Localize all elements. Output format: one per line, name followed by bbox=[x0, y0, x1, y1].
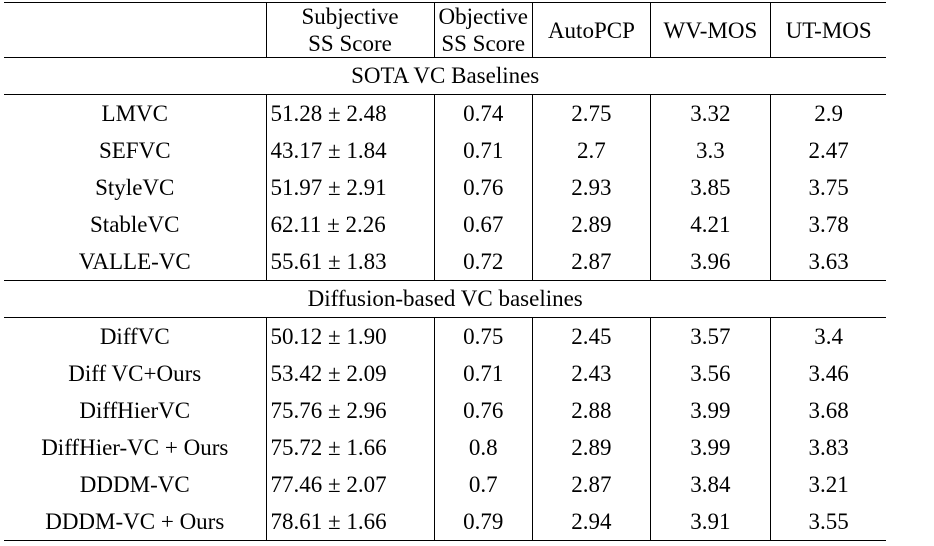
cell-utmos: 3.83 bbox=[808, 434, 849, 460]
cell-autopcp: 2.88 bbox=[532, 392, 651, 430]
cell-model: SEFVC bbox=[4, 132, 267, 170]
cell-model: DiffHier-VC + Ours bbox=[4, 429, 267, 467]
cell-model: DiffVC bbox=[4, 317, 267, 356]
cell-utmos: 3.55 bbox=[770, 503, 887, 542]
header-objective-ss: Objective SS Score bbox=[434, 1, 533, 58]
header-subjective-line2: SS Score bbox=[308, 31, 392, 57]
table-body: SOTA VC Baselines LMVC 51.28 ± 2.48 0.74 2.7… bbox=[4, 57, 887, 542]
table-row: StyleVC 51.97 ± 2.91 0.76 2.93 3.85 3.75 bbox=[4, 169, 886, 207]
cell-model: LMVC bbox=[4, 94, 267, 133]
cell-wvmos: 3.84 bbox=[650, 466, 771, 504]
cell-model: StyleVC bbox=[4, 169, 267, 207]
cell-objective: 0.67 bbox=[434, 206, 533, 244]
cell-wvmos: 4.21 bbox=[650, 206, 771, 244]
cell-objective: 0.8 bbox=[434, 429, 533, 467]
cell-objective: 0.79 bbox=[434, 503, 533, 542]
cell-objective: 0.75 bbox=[434, 317, 533, 356]
header-objective-line2: SS Score bbox=[441, 31, 526, 57]
cell-subjective: 75.72 ± 1.66 bbox=[266, 429, 435, 467]
cell-model: StableVC bbox=[4, 206, 267, 244]
table-row: VALLE-VC 55.61 ± 1.83 0.72 2.87 3.96 3.63 bbox=[4, 243, 886, 281]
section-title: Diffusion-based VC baselines bbox=[4, 280, 887, 318]
cell-subjective: 62.11 ± 2.26 bbox=[266, 206, 435, 244]
cell-wvmos: 3.56 bbox=[650, 355, 771, 393]
header-objective-line1: Objective bbox=[438, 4, 528, 29]
cell-wvmos: 3.57 bbox=[650, 317, 771, 356]
section-row: Diffusion-based VC baselines bbox=[4, 280, 887, 318]
cell-utmos: 3.21 bbox=[808, 471, 849, 497]
cell-subjective: 53.42 ± 2.09 bbox=[266, 355, 435, 393]
cell-model: DiffHierVC bbox=[4, 392, 267, 430]
cell-objective: 0.71 bbox=[434, 355, 533, 393]
cell-wvmos: 3.85 bbox=[650, 169, 771, 207]
cell-utmos: 3.68 bbox=[808, 397, 849, 423]
cell-utmos: 2.47 bbox=[808, 137, 849, 163]
cell-autopcp: 2.93 bbox=[532, 169, 651, 207]
header-model bbox=[4, 1, 267, 58]
cell-autopcp: 2.75 bbox=[532, 94, 651, 133]
cell-subjective: 43.17 ± 1.84 bbox=[266, 132, 435, 170]
cell-objective: 0.7 bbox=[434, 466, 533, 504]
cell-utmos: 3.46 bbox=[808, 360, 849, 386]
table-row: LMVC 51.28 ± 2.48 0.74 2.75 3.32 2.9 bbox=[4, 94, 887, 133]
cell-wvmos: 3.96 bbox=[650, 243, 771, 281]
cell-autopcp: 2.45 bbox=[532, 317, 651, 356]
table-row: DiffHier-VC + Ours 75.72 ± 1.66 0.8 2.89 3.9… bbox=[4, 429, 886, 467]
cell-wvmos: 3.99 bbox=[650, 392, 771, 430]
cell-subjective: 55.61 ± 1.83 bbox=[266, 243, 435, 281]
cell-model: Diff VC+Ours bbox=[4, 355, 267, 393]
cell-wvmos: 3.32 bbox=[650, 94, 771, 133]
cell-subjective: 50.12 ± 1.90 bbox=[266, 317, 435, 356]
results-table: Subjective SS Score Objective SS Score A… bbox=[4, 1, 887, 542]
table-header: Subjective SS Score Objective SS Score A… bbox=[4, 1, 887, 58]
cell-autopcp: 2.7 bbox=[532, 132, 651, 170]
cell-objective: 0.71 bbox=[434, 132, 533, 170]
cell-model: VALLE-VC bbox=[4, 243, 267, 281]
cell-model: DDDM-VC bbox=[4, 466, 267, 504]
cell-subjective: 78.61 ± 1.66 bbox=[266, 503, 435, 542]
table-row: StableVC 62.11 ± 2.26 0.67 2.89 4.21 3.78 bbox=[4, 206, 886, 244]
cell-wvmos: 3.3 bbox=[650, 132, 771, 170]
table-row: Diff VC+Ours 53.42 ± 2.09 0.71 2.43 3.56 3.46 bbox=[4, 355, 886, 393]
cell-subjective: 77.46 ± 2.07 bbox=[266, 466, 435, 504]
table-row: DDDM-VC 77.46 ± 2.07 0.7 2.87 3.84 3.21 bbox=[4, 466, 886, 504]
table-row: DiffHierVC 75.76 ± 2.96 0.76 2.88 3.99 3.68 bbox=[4, 392, 886, 430]
cell-model: DDDM-VC + Ours bbox=[4, 503, 267, 542]
cell-autopcp: 2.94 bbox=[532, 503, 651, 542]
cell-utmos: 3.4 bbox=[770, 317, 887, 356]
table-row: DiffVC 50.12 ± 1.90 0.75 2.45 3.57 3.4 bbox=[4, 317, 887, 356]
header-subjective-ss: Subjective SS Score bbox=[266, 1, 435, 58]
cell-autopcp: 2.87 bbox=[532, 243, 651, 281]
cell-autopcp: 2.87 bbox=[532, 466, 651, 504]
cell-wvmos: 3.99 bbox=[650, 429, 771, 467]
header-autopcp: AutoPCP bbox=[532, 1, 651, 58]
cell-utmos: 3.63 bbox=[808, 248, 849, 274]
header-wvmos: WV-MOS bbox=[650, 1, 771, 58]
section-row: SOTA VC Baselines bbox=[4, 57, 887, 95]
cell-autopcp: 2.43 bbox=[532, 355, 651, 393]
table-row: DDDM-VC + Ours 78.61 ± 1.66 0.79 2.94 3.91 3.… bbox=[4, 503, 887, 542]
cell-subjective: 51.97 ± 2.91 bbox=[266, 169, 435, 207]
cell-objective: 0.76 bbox=[434, 392, 533, 430]
cell-utmos: 3.75 bbox=[808, 174, 849, 200]
cell-subjective: 51.28 ± 2.48 bbox=[266, 94, 435, 133]
header-utmos: UT-MOS bbox=[770, 1, 887, 58]
cell-objective: 0.76 bbox=[434, 169, 533, 207]
cell-autopcp: 2.89 bbox=[532, 206, 651, 244]
cell-subjective: 75.76 ± 2.96 bbox=[266, 392, 435, 430]
cell-utmos: 2.9 bbox=[770, 94, 887, 133]
cell-objective: 0.72 bbox=[434, 243, 533, 281]
cell-autopcp: 2.89 bbox=[532, 429, 651, 467]
section-title: SOTA VC Baselines bbox=[4, 57, 887, 95]
cell-wvmos: 3.91 bbox=[650, 503, 771, 542]
table-row: SEFVC 43.17 ± 1.84 0.71 2.7 3.3 2.47 bbox=[4, 132, 886, 170]
header-subjective-line1: Subjective bbox=[301, 4, 399, 29]
cell-objective: 0.74 bbox=[434, 94, 533, 133]
cell-utmos: 3.78 bbox=[808, 211, 849, 237]
